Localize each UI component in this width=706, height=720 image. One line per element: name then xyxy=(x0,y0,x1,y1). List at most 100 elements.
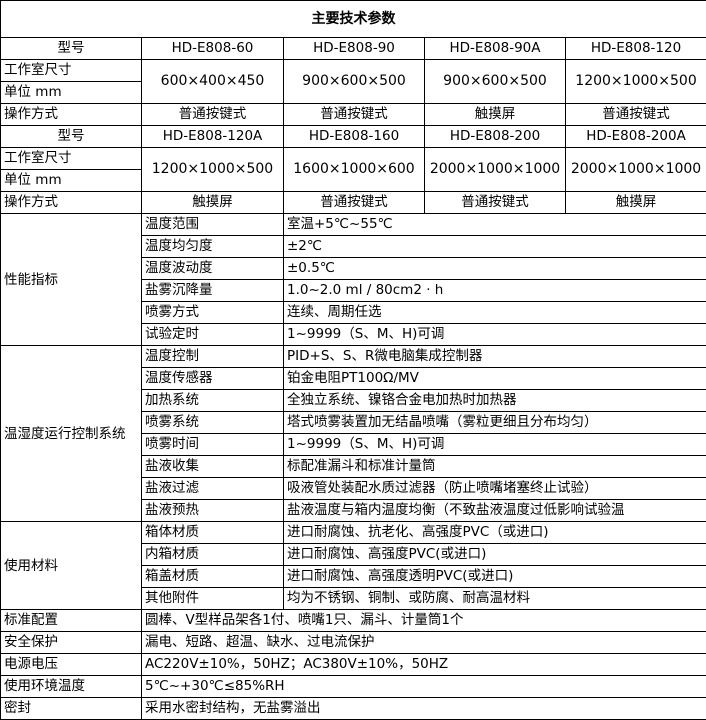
spec-name: 电源电压 xyxy=(0,653,142,676)
size-value: 900×600×500 xyxy=(424,59,566,104)
model-name: HD-E808-90 xyxy=(283,37,425,60)
model-name: HD-E808-160 xyxy=(283,125,425,148)
size-row: 工作室尺寸 600×400×450 900×600×500 900×600×500 12… xyxy=(0,59,706,104)
operation-row: 操作方式 普通按键式 普通按键式 触摸屏 普通按键式 xyxy=(0,103,706,126)
size-value: 600×400×450 xyxy=(141,59,284,104)
operation-value: 触摸屏 xyxy=(564,191,706,214)
spec-name: 盐液收集 xyxy=(141,455,284,478)
model-label: 型号 xyxy=(0,125,142,148)
spec-value: ±0.5℃ xyxy=(282,257,706,280)
spec-value: 标配准漏斗和标准计量筒 xyxy=(282,455,706,478)
spec-row: 盐液预热 盐液温度与箱内温度均衡（不致盐液温度过低影响试验温 xyxy=(1,499,706,522)
spec-name: 其他附件 xyxy=(141,587,284,610)
spec-name: 盐液过滤 xyxy=(141,477,284,500)
operation-label: 操作方式 xyxy=(0,191,142,214)
model-name: HD-E808-60 xyxy=(141,37,284,60)
spec-value: 5℃~+30℃≤85%RH xyxy=(140,675,706,698)
size-value: 1200×1000×500 xyxy=(564,59,706,104)
operation-value: 触摸屏 xyxy=(141,191,284,214)
size-value: 2000×1000×1000 xyxy=(564,147,706,192)
spec-row: 使用环境温度 5℃~+30℃≤85%RH xyxy=(0,675,706,698)
model-name: HD-E808-90A xyxy=(424,37,566,60)
spec-row: 喷雾系统 塔式喷雾装置加无结晶喷嘴（雾粒更细且分布均匀） xyxy=(1,411,706,434)
spec-name: 喷雾时间 xyxy=(141,433,284,456)
table-title: 主要技术参数 xyxy=(0,0,706,38)
size-value: 1600×1000×600 xyxy=(283,147,425,192)
model-row: 型号 HD-E808-60 HD-E808-90 HD-E808-90A HD-E808… xyxy=(0,37,706,60)
spec-value: 1.0~2.0 ml / 80cm2 · h xyxy=(282,279,706,302)
spec-value: 漏电、短路、超温、缺水、过电流保护 xyxy=(140,631,706,654)
model-row: 型号 HD-E808-120A HD-E808-160 HD-E808-200 HD-E… xyxy=(0,125,706,148)
unit-label: 单位 mm xyxy=(0,81,142,104)
spec-value: ±2℃ xyxy=(282,235,706,258)
spec-row: 温湿度运行控制系统 温度控制 PID+S、S、R微电脑集成控制器 xyxy=(0,345,706,522)
spec-name: 箱盖材质 xyxy=(141,565,284,588)
category-label: 温湿度运行控制系统 xyxy=(0,345,142,522)
spec-value: 塔式喷雾装置加无结晶喷嘴（雾粒更细且分布均匀） xyxy=(282,411,706,434)
spec-value: 进口耐腐蚀、高强度PVC(或进口) xyxy=(282,543,706,566)
model-name: HD-E808-120A xyxy=(141,125,284,148)
spec-name: 温度范围 xyxy=(141,213,284,236)
spec-row: 喷雾方式 连续、周期任选 xyxy=(1,301,706,324)
spec-value: 连续、周期任选 xyxy=(282,301,706,324)
spec-name: 试验定时 xyxy=(141,323,284,346)
spec-value: 进口耐腐蚀、抗老化、高强度PVC（或进口) xyxy=(282,521,706,544)
spec-row: 使用材料 箱体材质 进口耐腐蚀、抗老化、高强度PVC（或进口) xyxy=(0,521,706,610)
spec-name: 标准配置 xyxy=(0,609,142,632)
spec-row: 密封 采用水密封结构，无盐雾溢出 xyxy=(0,697,706,720)
size-row: 工作室尺寸 1200×1000×500 1600×1000×600 2000×1000… xyxy=(0,147,706,192)
operation-value: 普通按键式 xyxy=(141,103,284,126)
category-label: 使用材料 xyxy=(0,521,142,610)
spec-value: 全独立系统、镍铬合金电加热时加热器 xyxy=(282,389,706,412)
spec-value: 室温+5℃~55℃ xyxy=(282,213,706,236)
spec-value: 均为不锈钢、铜制、或防腐、耐高温材料 xyxy=(282,587,706,610)
model-name: HD-E808-200A xyxy=(564,125,706,148)
operation-value: 普通按键式 xyxy=(564,103,706,126)
size-label: 工作室尺寸 xyxy=(0,147,142,170)
spec-row: 安全保护 漏电、短路、超温、缺水、过电流保护 xyxy=(0,631,706,654)
model-name: HD-E808-120 xyxy=(564,37,706,60)
spec-row: 加热系统 全独立系统、镍铬合金电加热时加热器 xyxy=(1,389,706,412)
spec-row: 标准配置 圆棒、V型样品架各1付、喷嘴1只、漏斗、计量筒1个 xyxy=(0,609,706,632)
size-value: 1200×1000×500 xyxy=(141,147,284,192)
spec-name: 箱体材质 xyxy=(141,521,284,544)
spec-row: 温度波动度 ±0.5℃ xyxy=(1,257,706,280)
unit-label: 单位 mm xyxy=(0,169,142,192)
spec-row: 盐液收集 标配准漏斗和标准计量筒 xyxy=(1,455,706,478)
spec-value: 1~9999（S、M、H)可调 xyxy=(282,323,706,346)
spec-value: 铂金电阻PT100Ω/MV xyxy=(282,367,706,390)
spec-value: 采用水密封结构，无盐雾溢出 xyxy=(140,697,706,720)
spec-value: 圆棒、V型样品架各1付、喷嘴1只、漏斗、计量筒1个 xyxy=(140,609,706,632)
spec-value: PID+S、S、R微电脑集成控制器 xyxy=(282,345,706,368)
spec-value: 吸液管处装配水质过滤器（防止喷嘴堵塞终止试验） xyxy=(282,477,706,500)
operation-row: 操作方式 触摸屏 普通按键式 普通按键式 触摸屏 xyxy=(0,191,706,214)
title-row: 主要技术参数 xyxy=(0,0,706,38)
spec-name: 盐液预热 xyxy=(141,499,284,522)
spec-name: 喷雾方式 xyxy=(141,301,284,324)
spec-name: 密封 xyxy=(0,697,142,720)
spec-name: 喷雾系统 xyxy=(141,411,284,434)
spec-value: 进口耐腐蚀、高强度透明PVC(或进口) xyxy=(282,565,706,588)
spec-value: AC220V±10%，50HZ；AC380V±10%，50HZ xyxy=(140,653,706,676)
operation-value: 普通按键式 xyxy=(424,191,566,214)
operation-value: 触摸屏 xyxy=(424,103,566,126)
operation-label: 操作方式 xyxy=(0,103,142,126)
model-name: HD-E808-200 xyxy=(424,125,566,148)
size-label: 工作室尺寸 xyxy=(0,59,142,82)
spec-name: 安全保护 xyxy=(0,631,142,654)
spec-value: 1~9999（S、M、H)可调 xyxy=(282,433,706,456)
size-value: 900×600×500 xyxy=(283,59,425,104)
spec-name: 温度传感器 xyxy=(141,367,284,390)
spec-name: 使用环境温度 xyxy=(0,675,142,698)
size-value: 2000×1000×1000 xyxy=(424,147,566,192)
spec-row: 性能指标 温度范围 室温+5℃~55℃ xyxy=(0,213,706,346)
operation-value: 普通按键式 xyxy=(283,103,425,126)
spec-name: 盐雾沉降量 xyxy=(141,279,284,302)
model-label: 型号 xyxy=(0,37,142,60)
category-label: 性能指标 xyxy=(0,213,142,346)
spec-name: 温度波动度 xyxy=(141,257,284,280)
spec-name: 温度控制 xyxy=(141,345,284,368)
spec-name: 加热系统 xyxy=(141,389,284,412)
spec-value: 盐液温度与箱内温度均衡（不致盐液温度过低影响试验温 xyxy=(282,499,706,522)
